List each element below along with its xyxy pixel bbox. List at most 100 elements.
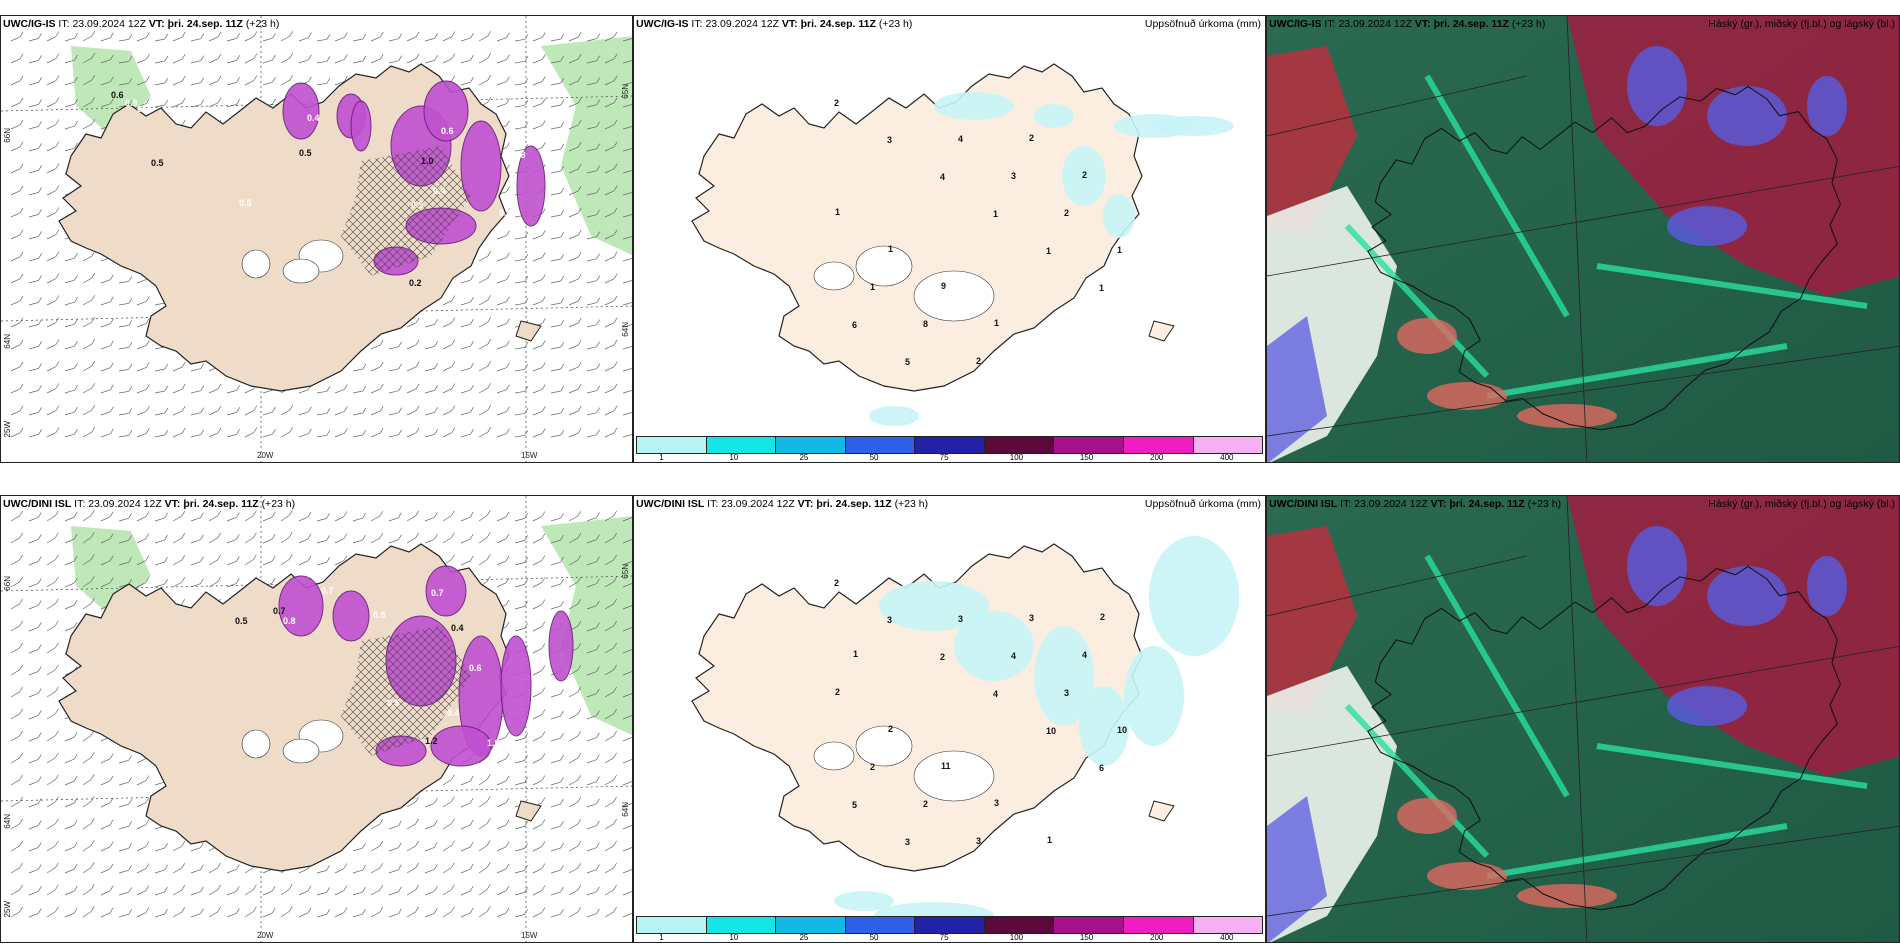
wind-barb	[514, 540, 525, 544]
wind-barb	[74, 32, 78, 39]
wind-barb	[613, 686, 617, 693]
snow-depth-label: 0.5	[235, 616, 248, 626]
wind-barb	[604, 603, 614, 610]
wind-barb	[38, 275, 42, 281]
wind-barb	[424, 539, 435, 544]
row1-cloud-panel: UWC/IG-IS IT: 23.09.2024 12Z VT: þri. 24…	[1266, 15, 1900, 463]
wind-barb	[91, 53, 96, 59]
wind-barb	[568, 234, 579, 240]
wind-barb	[496, 780, 507, 786]
wind-barb	[613, 163, 618, 169]
wind-barb	[19, 31, 24, 37]
wind-barb	[613, 818, 617, 825]
legend-colorbar	[636, 436, 1263, 454]
wind-barb	[128, 843, 132, 849]
legend-tick-label: 1	[659, 453, 664, 462]
iceland-outline	[1367, 565, 1841, 911]
axis-label-15w: 15W	[521, 931, 538, 940]
wind-barb	[28, 759, 39, 764]
wind-barb	[532, 367, 543, 372]
snow-depth-label: 0.7	[431, 588, 444, 598]
wind-barb	[46, 537, 56, 544]
wind-barb	[568, 124, 579, 130]
wind-barb	[118, 826, 129, 830]
wind-barb	[577, 185, 582, 192]
snow-area	[460, 120, 502, 212]
precip-area	[834, 891, 894, 911]
panel-title: UWC/DINI ISL IT: 23.09.2024 12Z VT: þri.…	[636, 498, 929, 510]
wind-barb	[586, 561, 597, 566]
wind-barb	[469, 775, 474, 782]
wind-barb	[550, 847, 561, 852]
panel-title: UWC/IG-IS IT: 23.09.2024 12Z VT: þri. 24…	[3, 18, 280, 30]
wind-barb	[442, 867, 452, 874]
wind-barb	[154, 412, 165, 416]
wind-barb	[28, 847, 39, 852]
wind-barb	[568, 300, 579, 306]
wind-barb	[451, 75, 456, 81]
wind-barb	[146, 406, 150, 412]
wind-barb	[568, 102, 579, 108]
wind-barb	[46, 823, 56, 830]
wind-barb	[613, 427, 618, 433]
wind-barb	[38, 820, 42, 826]
wind-barb	[28, 346, 39, 350]
wind-barb	[550, 324, 561, 328]
wind-barb	[55, 818, 59, 824]
wind-barb	[560, 297, 565, 304]
wind-barb	[524, 843, 528, 849]
wind-barb	[460, 323, 471, 328]
wind-barb	[64, 604, 75, 610]
wind-barb	[110, 428, 114, 434]
wind-barb	[38, 297, 42, 303]
wind-barb	[55, 405, 60, 411]
wind-barb	[73, 533, 78, 540]
wind-barb	[190, 104, 201, 108]
grid-line	[1267, 555, 1528, 617]
snow-depth-label: 0.5	[387, 698, 400, 708]
wind-barb	[415, 862, 419, 869]
wind-barb	[596, 341, 601, 347]
wind-barb	[307, 885, 312, 891]
wind-barb	[596, 33, 601, 39]
low-cloud-band	[1486, 343, 1788, 399]
wind-barb	[514, 104, 525, 108]
wind-barb	[136, 538, 147, 544]
wind-barb	[46, 647, 56, 654]
wind-barb	[487, 97, 492, 103]
wind-barb	[73, 621, 78, 628]
precip-amount-label: 6	[1099, 763, 1104, 773]
wind-barb	[38, 121, 42, 127]
wind-barb	[622, 82, 632, 86]
wind-barb	[604, 867, 614, 874]
wind-barb	[64, 279, 75, 284]
legend-tick-label: 400	[1220, 933, 1234, 942]
legend-tick-label: 200	[1150, 933, 1164, 942]
wind-barb	[262, 560, 273, 566]
wind-barb	[406, 845, 416, 852]
wind-barb	[460, 780, 471, 786]
wind-barb	[586, 539, 597, 544]
wind-barb	[146, 318, 150, 324]
wind-barb	[586, 38, 597, 42]
wind-barb	[82, 123, 92, 130]
wind-barb	[55, 576, 59, 582]
wind-barb	[379, 339, 384, 346]
wind-barb	[28, 412, 39, 416]
wind-barb	[524, 579, 528, 585]
wind-barb	[208, 410, 219, 416]
legend-swatch	[637, 437, 707, 453]
wind-barb	[118, 540, 129, 544]
wind-barb	[406, 432, 417, 438]
wind-barb	[46, 388, 57, 394]
wind-barb	[217, 53, 222, 59]
snow-area	[516, 145, 546, 227]
wind-barb	[146, 296, 150, 302]
wind-barb	[496, 257, 507, 262]
row1-wind-snow-panel: UWC/IG-IS IT: 23.09.2024 12Z VT: þri. 24…	[0, 15, 633, 463]
wind-barb	[128, 777, 132, 783]
wind-barb	[604, 58, 615, 64]
wind-barb	[415, 317, 420, 323]
precip-amount-label: 11	[941, 761, 951, 771]
wind-barb	[596, 99, 601, 105]
